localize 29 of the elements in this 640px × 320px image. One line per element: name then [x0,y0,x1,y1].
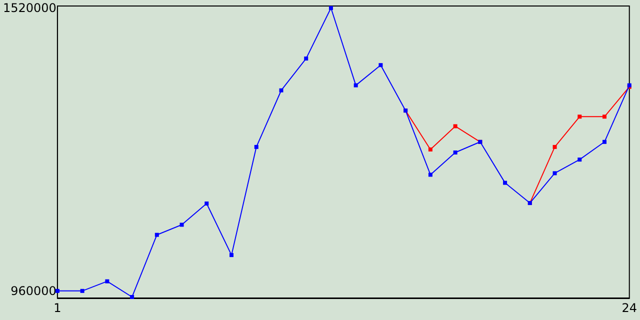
y-tick-label: 960000 [10,284,56,298]
point [552,171,557,176]
point [578,158,582,162]
point [602,114,606,119]
point [578,114,582,119]
point [503,180,508,185]
point [453,150,458,155]
point [279,88,284,92]
x-tick-label: 24 [622,301,638,315]
point [552,144,557,149]
line-series [55,6,632,299]
point [354,83,358,88]
point [304,56,308,61]
point [230,253,234,258]
point [254,144,258,149]
point [602,140,606,144]
point [453,124,458,128]
point [378,63,383,68]
point [180,222,184,227]
point [428,147,432,152]
point [80,288,84,293]
point [130,294,134,299]
point [328,6,333,10]
point [154,232,159,237]
point [428,172,432,177]
x-tick-label: 1 [54,301,62,315]
point [105,279,110,284]
y-tick-label: 1520000 [2,1,56,16]
point [204,202,209,206]
